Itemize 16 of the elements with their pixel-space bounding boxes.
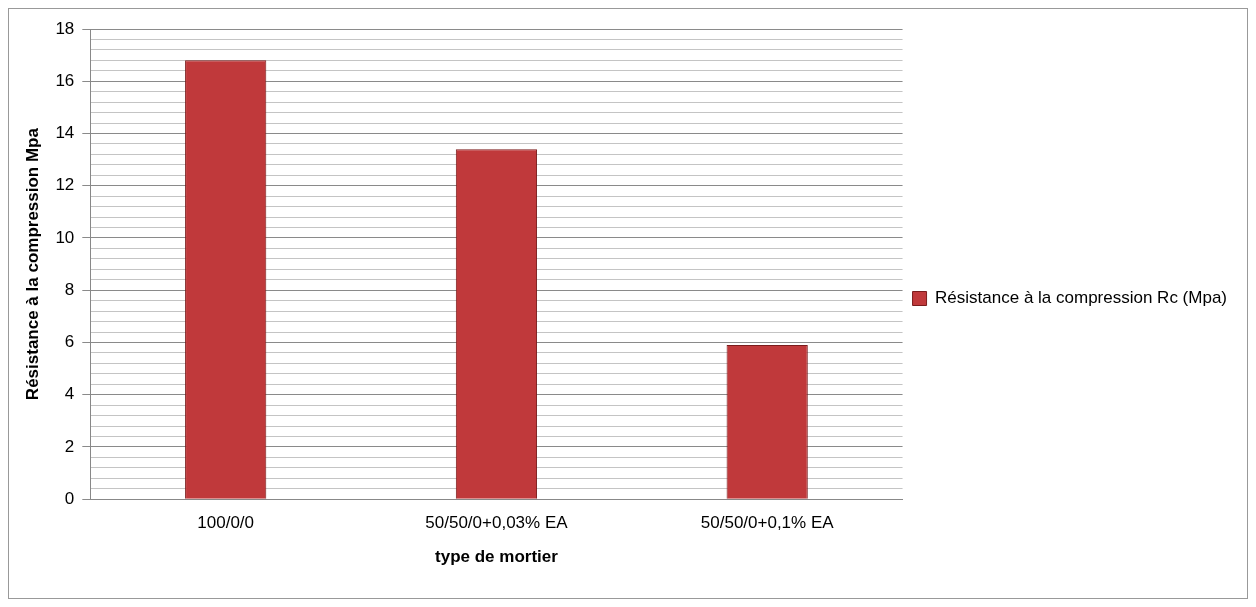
x-tick-label: 50/50/0+0,1% EA: [700, 513, 835, 533]
y-tick-label: 6: [64, 332, 75, 352]
y-tick-label: 12: [55, 175, 75, 195]
x-tick-label: 50/50/0+0,03% EA: [425, 513, 569, 533]
y-tick-label: 16: [55, 70, 75, 90]
y-tick-label: 18: [55, 18, 75, 38]
y-tick-label: 10: [55, 227, 75, 247]
legend-label: Résistance à la compression Rc (Mpa): [935, 288, 1228, 308]
y-tick-label: 4: [64, 384, 75, 404]
y-tick-label: 2: [64, 436, 75, 456]
x-tick-label: 100/0/0: [197, 513, 255, 533]
y-axis-title: Résistance à la compression Mpa: [22, 127, 42, 401]
y-tick-label: 8: [64, 279, 75, 299]
y-tick-label: 14: [55, 123, 75, 143]
x-axis-title: type de mortier: [435, 547, 559, 567]
y-tick-label: 0: [64, 488, 75, 508]
